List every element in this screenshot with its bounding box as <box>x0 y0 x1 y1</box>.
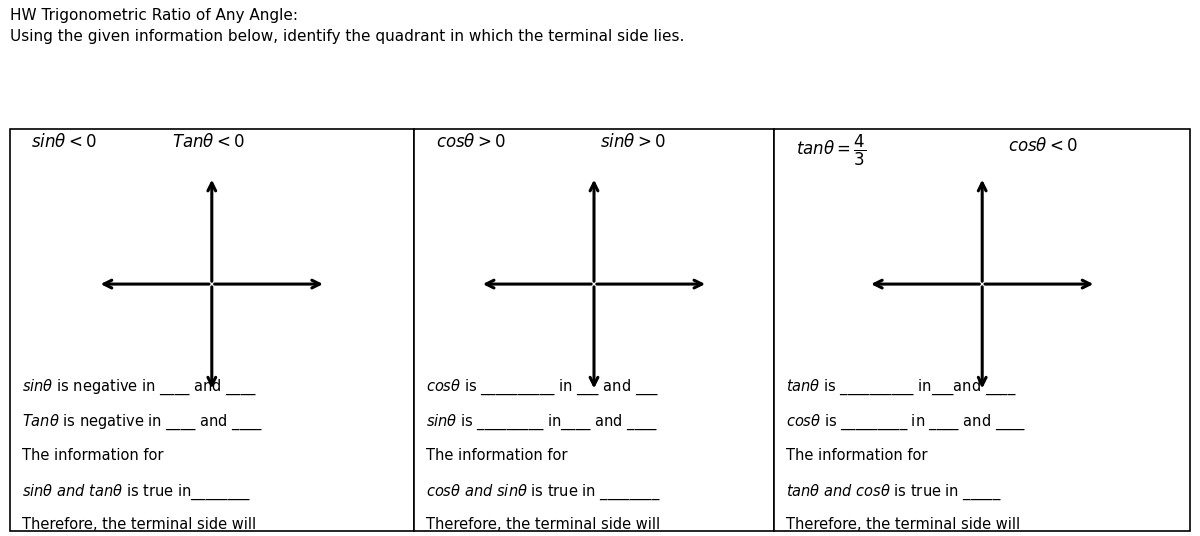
Text: The information for: The information for <box>426 448 568 463</box>
Text: $sin\theta$ $and$ $tan\theta$ is true in________: $sin\theta$ $and$ $tan\theta$ is true in… <box>22 482 251 502</box>
Text: $tan\theta = \dfrac{4}{3}$: $tan\theta = \dfrac{4}{3}$ <box>796 133 866 168</box>
Text: $Tan\theta$ is negative in ____ and ____: $Tan\theta$ is negative in ____ and ____ <box>22 413 263 432</box>
Text: The information for: The information for <box>22 448 163 463</box>
Bar <box>774 129 1190 531</box>
Text: $tan\theta$ $and$ $cos\theta$ is true in _____: $tan\theta$ $and$ $cos\theta$ is true in… <box>786 482 1002 502</box>
Text: $sin\theta < 0$: $sin\theta < 0$ <box>31 133 97 151</box>
Text: Therefore, the terminal side will: Therefore, the terminal side will <box>786 517 1020 532</box>
Text: $sin\theta$ is negative in ____ and ____: $sin\theta$ is negative in ____ and ____ <box>22 378 257 397</box>
Text: $cos\theta > 0$: $cos\theta > 0$ <box>436 133 505 151</box>
Text: Therefore, the terminal side will: Therefore, the terminal side will <box>426 517 660 532</box>
Text: $cos\theta < 0$: $cos\theta < 0$ <box>1008 137 1078 155</box>
Text: $sin\theta$ is _________ in____ and ____: $sin\theta$ is _________ in____ and ____ <box>426 413 658 432</box>
Text: $cos\theta$ $and$ $sin\theta$ is true in ________: $cos\theta$ $and$ $sin\theta$ is true in… <box>426 482 660 502</box>
Text: HW Trigonometric Ratio of Any Angle:: HW Trigonometric Ratio of Any Angle: <box>10 8 298 23</box>
Bar <box>414 129 774 531</box>
Text: $cos\theta$ is __________ in ___ and ___: $cos\theta$ is __________ in ___ and ___ <box>426 378 659 397</box>
Text: The information for: The information for <box>786 448 928 463</box>
Text: Therefore, the terminal side will: Therefore, the terminal side will <box>22 517 256 532</box>
Text: $cos\theta$ is _________ in ____ and ____: $cos\theta$ is _________ in ____ and ___… <box>786 413 1026 432</box>
Text: $Tan\theta < 0$: $Tan\theta < 0$ <box>172 133 245 151</box>
Text: Using the given information below, identify the quadrant in which the terminal s: Using the given information below, ident… <box>10 29 684 44</box>
Bar <box>10 129 414 531</box>
Text: $tan\theta$ is __________ in___and ____: $tan\theta$ is __________ in___and ____ <box>786 378 1016 397</box>
Text: $sin\theta > 0$: $sin\theta > 0$ <box>600 133 666 151</box>
